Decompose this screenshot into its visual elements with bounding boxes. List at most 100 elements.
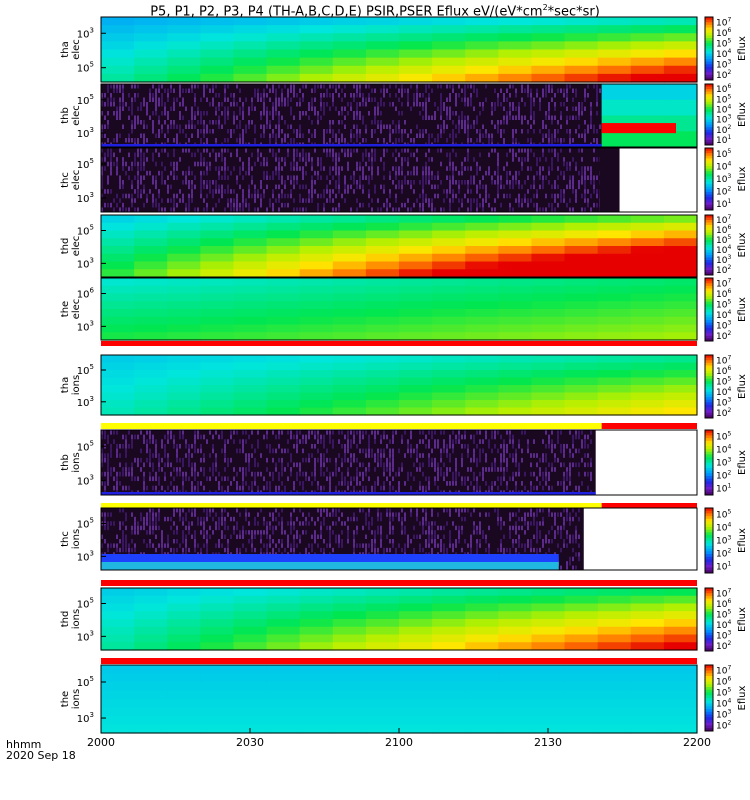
colorbar-tick-label: 102: [716, 185, 731, 197]
colorbar-label: Eflux: [737, 528, 748, 553]
svg-text:elec: elec: [71, 299, 82, 320]
y-axis-label: thc elec: [60, 170, 82, 191]
colorbar-tick-label: 101: [716, 561, 731, 573]
y-tick-label: 103: [77, 256, 94, 270]
colorbar-label: Eflux: [737, 685, 748, 710]
x-tick-label: 2130: [534, 736, 562, 749]
svg-text:thd: thd: [60, 238, 71, 255]
x-axis-date: 2020 Sep 18: [6, 749, 76, 762]
y-axis-label: tha ions: [60, 375, 82, 395]
colorbar-label: Eflux: [737, 450, 748, 475]
colorbar-tick-label: 102: [716, 548, 731, 560]
svg-text:thb: thb: [60, 107, 71, 124]
y-axis-label: the elec: [60, 299, 82, 320]
y-tick-label: 105: [77, 439, 94, 453]
colorbar-tick-label: 102: [716, 720, 731, 732]
colorbar: [704, 83, 714, 146]
colorbar-tick-label: 102: [716, 470, 731, 482]
y-axis-label: thd elec: [60, 236, 82, 257]
svg-text:Eflux: Eflux: [737, 102, 748, 127]
colorbar: [704, 16, 714, 81]
svg-text:Eflux: Eflux: [737, 232, 748, 257]
y-tick-label: 103: [77, 474, 94, 488]
colorbar: [704, 277, 714, 342]
chart-title: P5, P1, P2, P3, P4 (TH-A,B,C,D,E) PSIR,P…: [150, 3, 600, 20]
colorbar-label: Eflux: [737, 36, 748, 61]
y-tick-label: 105: [77, 157, 94, 171]
colorbar-tick-label: 105: [716, 148, 731, 160]
x-tick-label: 2000: [87, 736, 115, 749]
svg-text:tha: tha: [60, 377, 71, 393]
colorbar-label: Eflux: [737, 297, 748, 322]
status-band: [101, 658, 697, 664]
status-band: [601, 423, 697, 429]
colorbar-tick-label: 105: [716, 509, 731, 521]
colorbar-label: Eflux: [737, 607, 748, 632]
colorbar: [704, 429, 714, 496]
svg-text:ions: ions: [71, 375, 82, 395]
y-tick-label: 103: [77, 549, 94, 563]
y-tick-label: 103: [77, 395, 94, 409]
colorbar-tick-label: 102: [716, 407, 731, 419]
x-axis-label: hhmm: [6, 738, 41, 751]
colorbar-tick-label: 104: [716, 522, 731, 534]
colorbar: [704, 147, 714, 211]
y-tick-label: 105: [77, 517, 94, 531]
colorbar-tick-label: 103: [716, 173, 731, 185]
y-tick-label: 105: [77, 61, 94, 75]
status-band: [101, 503, 602, 508]
x-tick-label: 2030: [236, 736, 264, 749]
y-axis-label: the ions: [60, 689, 82, 709]
y-tick-label: 103: [77, 126, 94, 140]
svg-text:elec: elec: [71, 39, 82, 60]
svg-text:the: the: [60, 301, 71, 317]
y-tick-label: 103: [77, 711, 94, 725]
svg-text:thc: thc: [60, 172, 71, 188]
colorbar-tick-label: 103: [716, 535, 731, 547]
colorbar-tick-label: 103: [716, 457, 731, 469]
svg-text:elec: elec: [71, 236, 82, 257]
svg-text:tha: tha: [60, 41, 71, 57]
svg-text:elec: elec: [71, 105, 82, 126]
x-tick-label: 2100: [385, 736, 413, 749]
colorbar-label: Eflux: [737, 232, 748, 257]
svg-text:ions: ions: [71, 452, 82, 472]
y-tick-label: 105: [77, 224, 94, 238]
status-band: [101, 423, 602, 429]
y-tick-label: 105: [77, 675, 94, 689]
colorbar: [704, 587, 714, 652]
colorbar-tick-label: 101: [716, 483, 731, 495]
svg-text:Eflux: Eflux: [737, 166, 748, 191]
colorbar: [704, 354, 714, 419]
y-axis-label: thd ions: [60, 609, 82, 629]
colorbar-label: Eflux: [737, 374, 748, 399]
y-tick-label: 106: [77, 287, 95, 301]
colorbar-tick-label: 104: [716, 161, 731, 173]
colorbar-tick-label: 101: [716, 198, 731, 210]
y-axis-label: tha elec: [60, 39, 82, 60]
colorbar: [704, 664, 714, 732]
colorbar-tick-label: 102: [716, 640, 731, 652]
svg-text:Eflux: Eflux: [737, 374, 748, 399]
y-axis-label: thb elec: [60, 105, 82, 126]
y-axis-label: thb ions: [60, 452, 82, 472]
status-band: [601, 503, 697, 508]
status-band: [101, 341, 697, 346]
y-tick-label: 103: [77, 629, 94, 643]
colorbar-tick-label: 104: [716, 444, 731, 456]
colorbar-tick-label: 102: [716, 69, 731, 81]
status-band: [101, 580, 697, 586]
y-tick-label: 103: [77, 191, 94, 205]
y-tick-label: 103: [77, 319, 94, 333]
